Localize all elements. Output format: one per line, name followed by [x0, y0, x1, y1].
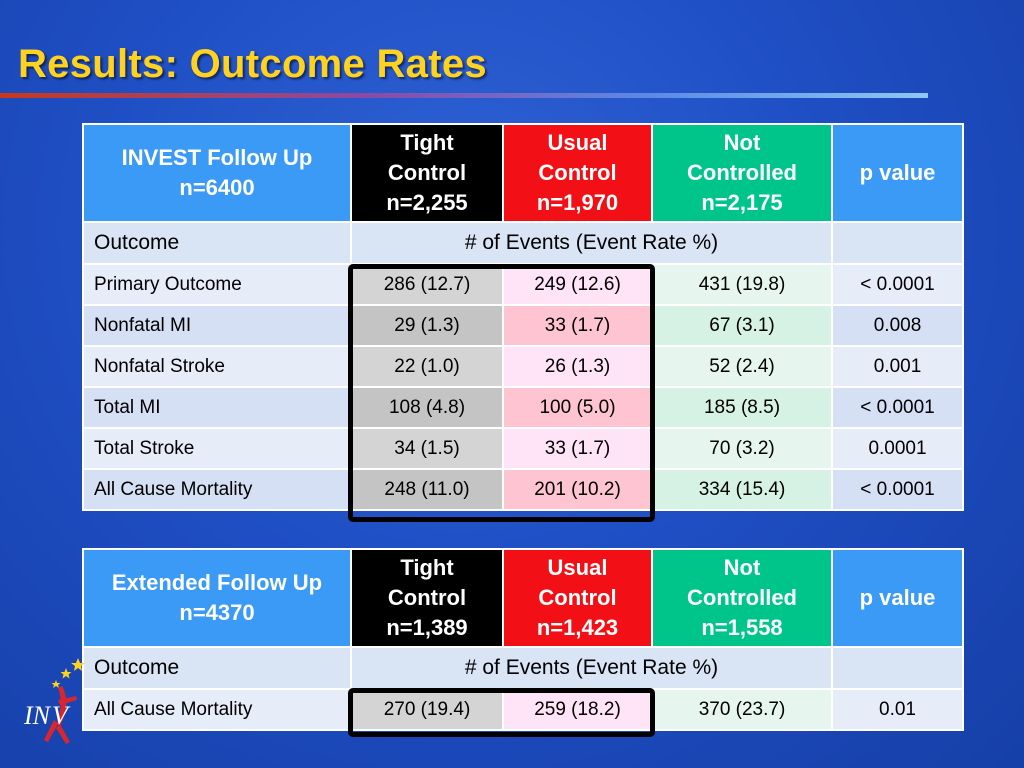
- usual-value: 249 (12.6): [502, 263, 653, 306]
- tight-value: 29 (1.3): [350, 304, 504, 347]
- table-row: Primary Outcome 286 (12.7) 249 (12.6) 43…: [82, 263, 964, 306]
- outcome-name: Total MI: [82, 386, 352, 429]
- p-value: 0.008: [831, 304, 964, 347]
- tight-value: 22 (1.0): [350, 345, 504, 388]
- invest-logo-graphic: IN V: [23, 658, 85, 744]
- svg-text:IN: IN: [23, 701, 52, 730]
- header-cohort: Extended Follow Up n=4370: [82, 548, 352, 648]
- extended-outcomes-table: Extended Follow Up n=4370 Tight Control …: [82, 548, 964, 731]
- p-value: 0.01: [831, 688, 964, 731]
- table-row: Nonfatal Stroke 22 (1.0) 26 (1.3) 52 (2.…: [82, 345, 964, 388]
- usual-value: 201 (10.2): [502, 468, 653, 511]
- table-row: All Cause Mortality 270 (19.4) 259 (18.2…: [82, 688, 964, 731]
- table-header-row: INVEST Follow Up n=6400 Tight Control n=…: [82, 123, 964, 223]
- events-column-label: # of Events (Event Rate %): [350, 646, 833, 690]
- empty-subheader-cell: [831, 221, 964, 265]
- outcome-name: Nonfatal MI: [82, 304, 352, 347]
- tight-value: 108 (4.8): [350, 386, 504, 429]
- slide-title: Results: Outcome Rates: [18, 42, 487, 86]
- not-controlled-value: 370 (23.7): [651, 688, 833, 731]
- table-subheader-row: Outcome # of Events (Event Rate %): [82, 646, 964, 690]
- outcome-name: Primary Outcome: [82, 263, 352, 306]
- table-row: Total Stroke 34 (1.5) 33 (1.7) 70 (3.2) …: [82, 427, 964, 470]
- events-column-label: # of Events (Event Rate %): [350, 221, 833, 265]
- tight-value: 286 (12.7): [350, 263, 504, 306]
- not-controlled-value: 334 (15.4): [651, 468, 833, 511]
- p-value: < 0.0001: [831, 386, 964, 429]
- usual-value: 26 (1.3): [502, 345, 653, 388]
- p-value: < 0.0001: [831, 468, 964, 511]
- svg-text:V: V: [52, 701, 71, 730]
- table-row: All Cause Mortality 248 (11.0) 201 (10.2…: [82, 468, 964, 511]
- not-controlled-value: 67 (3.1): [651, 304, 833, 347]
- table-header-row: Extended Follow Up n=4370 Tight Control …: [82, 548, 964, 648]
- header-p-value: p value: [831, 548, 964, 648]
- outcome-name: All Cause Mortality: [82, 468, 352, 511]
- header-tight-control: Tight Control n=1,389: [350, 548, 504, 648]
- tight-value: 34 (1.5): [350, 427, 504, 470]
- not-controlled-value: 70 (3.2): [651, 427, 833, 470]
- not-controlled-value: 52 (2.4): [651, 345, 833, 388]
- not-controlled-value: 185 (8.5): [651, 386, 833, 429]
- invest-logo-icon: IN V: [18, 656, 88, 748]
- usual-value: 259 (18.2): [502, 688, 653, 731]
- header-cohort: INVEST Follow Up n=6400: [82, 123, 352, 223]
- usual-value: 33 (1.7): [502, 427, 653, 470]
- outcome-name: Total Stroke: [82, 427, 352, 470]
- table-row: Nonfatal MI 29 (1.3) 33 (1.7) 67 (3.1) 0…: [82, 304, 964, 347]
- usual-value: 100 (5.0): [502, 386, 653, 429]
- header-not-controlled: Not Controlled n=1,558: [651, 548, 833, 648]
- outcome-column-label: Outcome: [82, 221, 352, 265]
- title-underline: [0, 93, 928, 98]
- outcome-name: All Cause Mortality: [82, 688, 352, 731]
- invest-outcomes-table: INVEST Follow Up n=6400 Tight Control n=…: [82, 123, 964, 511]
- outcome-name: Nonfatal Stroke: [82, 345, 352, 388]
- table-row: Total MI 108 (4.8) 100 (5.0) 185 (8.5) <…: [82, 386, 964, 429]
- outcome-column-label: Outcome: [82, 646, 352, 690]
- p-value: 0.0001: [831, 427, 964, 470]
- header-tight-control: Tight Control n=2,255: [350, 123, 504, 223]
- not-controlled-value: 431 (19.8): [651, 263, 833, 306]
- usual-value: 33 (1.7): [502, 304, 653, 347]
- table-subheader-row: Outcome # of Events (Event Rate %): [82, 221, 964, 265]
- header-p-value: p value: [831, 123, 964, 223]
- tight-value: 248 (11.0): [350, 468, 504, 511]
- header-usual-control: Usual Control n=1,970: [502, 123, 653, 223]
- p-value: 0.001: [831, 345, 964, 388]
- empty-subheader-cell: [831, 646, 964, 690]
- header-not-controlled: Not Controlled n=2,175: [651, 123, 833, 223]
- header-usual-control: Usual Control n=1,423: [502, 548, 653, 648]
- tight-value: 270 (19.4): [350, 688, 504, 731]
- p-value: < 0.0001: [831, 263, 964, 306]
